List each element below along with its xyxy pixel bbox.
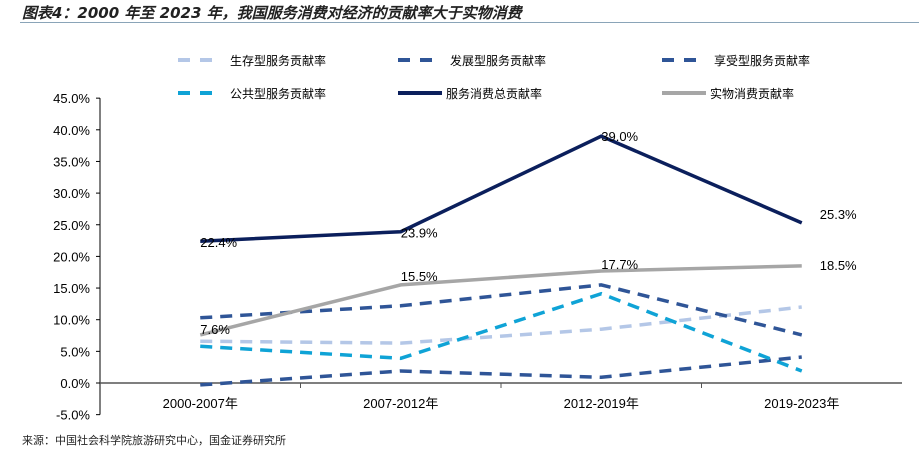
legend-label: 生存型服务贡献率: [230, 53, 326, 68]
y-tick-label: -5.0%: [56, 408, 90, 423]
data-label: 7.6%: [200, 322, 230, 337]
y-tick-label: 45.0%: [53, 91, 90, 106]
data-label: 22.4%: [200, 235, 237, 250]
legend-label: 服务消费总贡献率: [446, 86, 542, 101]
y-tick-label: 25.0%: [53, 218, 90, 233]
chart-title: 图表4：2000 年至 2023 年，我国服务消费对经济的贡献率大于实物消费: [22, 4, 522, 22]
series-line-3: [200, 291, 803, 373]
series-line-2: [200, 355, 802, 387]
y-tick-label: 10.0%: [53, 313, 90, 328]
series-line-4: [200, 134, 803, 243]
x-tick-label: 2019-2023年: [764, 396, 839, 411]
data-label: 18.5%: [820, 258, 857, 273]
data-label: 17.7%: [601, 257, 638, 272]
series-line-5: [199, 264, 802, 337]
legend-label: 享受型服务贡献率: [714, 53, 810, 68]
x-tick-label: 2000-2007年: [163, 396, 238, 411]
legend-label: 公共型服务贡献率: [230, 86, 326, 101]
x-tick-label: 2007-2012年: [363, 396, 438, 411]
y-tick-label: 20.0%: [53, 249, 90, 264]
y-tick-label: 15.0%: [53, 281, 90, 296]
y-tick-label: 30.0%: [53, 186, 90, 201]
source-note: 来源：中国社会科学院旅游研究中心，国金证券研究所: [22, 434, 286, 447]
data-label: 25.3%: [820, 207, 857, 222]
y-tick-label: 0.0%: [60, 376, 90, 391]
data-label: 15.5%: [401, 269, 438, 284]
data-label: 39.0%: [601, 129, 638, 144]
data-label: 23.9%: [401, 226, 438, 241]
legend-label: 实物消费贡献率: [710, 86, 794, 101]
x-tick-label: 2012-2019年: [564, 396, 639, 411]
y-tick-label: 5.0%: [60, 344, 90, 359]
y-tick-label: 40.0%: [53, 123, 90, 138]
series-line-1: [200, 283, 803, 337]
title-divider: [20, 22, 919, 23]
y-tick-label: 35.0%: [53, 154, 90, 169]
legend-label: 发展型服务贡献率: [450, 53, 546, 68]
series-line-0: [200, 305, 802, 345]
